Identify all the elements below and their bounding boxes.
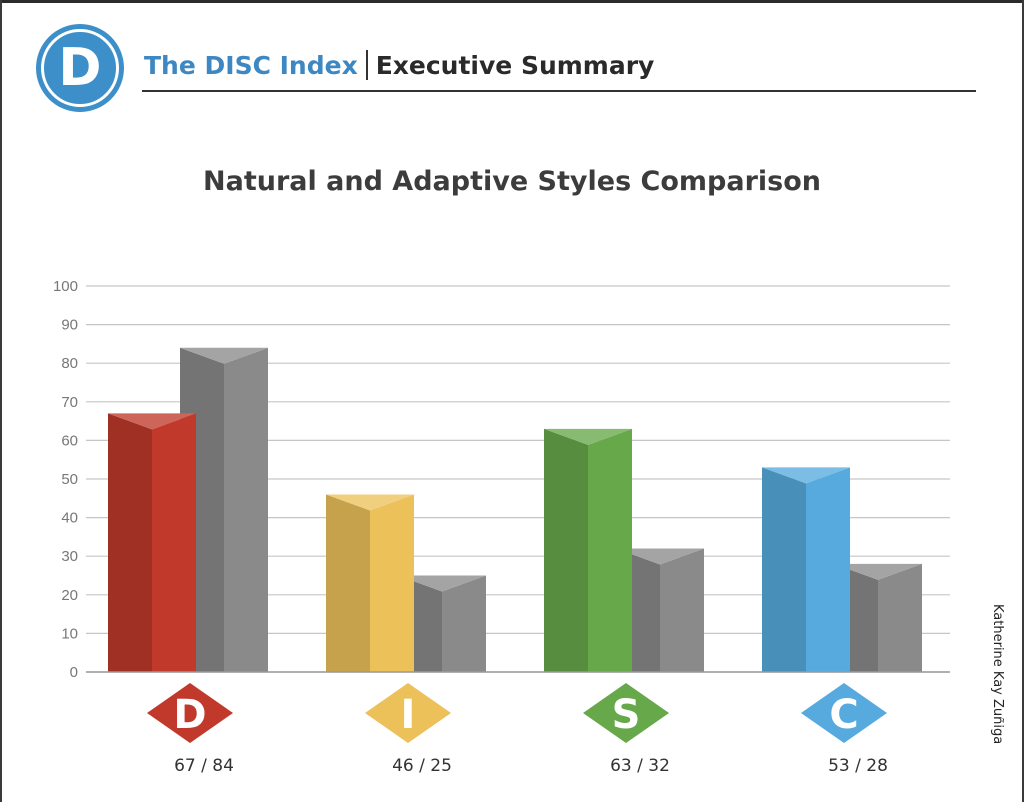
author-name: Katherine Kay Zuñiga xyxy=(990,604,1005,745)
bar-natural-D-top-face xyxy=(108,413,196,430)
value-label-S: 63 / 32 xyxy=(610,756,670,776)
bar-natural-I-left-face xyxy=(326,494,370,672)
bar-adaptive-D-right-face xyxy=(224,347,268,672)
bar-natural-D-right-face xyxy=(152,413,196,672)
bar-natural-S-top-face xyxy=(544,428,632,445)
y-tick-label: 10 xyxy=(61,625,78,642)
bar-adaptive-I-top-face xyxy=(398,575,486,592)
category-diamond-C xyxy=(801,683,887,743)
logo-letter: D xyxy=(58,38,102,98)
bar-adaptive-C-top-face xyxy=(834,563,922,580)
bar-natural-S-right-face xyxy=(588,428,632,672)
category-diamond-I xyxy=(365,683,451,743)
brand-title: The DISC Index xyxy=(144,51,358,80)
bar-adaptive-I-right-face xyxy=(442,575,486,672)
value-label-D: 67 / 84 xyxy=(174,756,234,776)
bar-natural-S-left-face xyxy=(544,428,588,672)
logo-ring xyxy=(41,29,119,107)
y-tick-label: 80 xyxy=(61,355,78,372)
bar-adaptive-S-right-face xyxy=(660,548,704,672)
value-label-C: 53 / 28 xyxy=(828,756,888,776)
bar-adaptive-S-top-face xyxy=(616,548,704,565)
header-separator xyxy=(365,50,368,80)
y-tick-label: 0 xyxy=(70,664,78,681)
bar-natural-C-right-face xyxy=(806,467,850,672)
bar-natural-C-left-face xyxy=(762,467,806,672)
bar-adaptive-D-top-face xyxy=(180,347,268,364)
chart-title: Natural and Adaptive Styles Comparison xyxy=(203,166,821,197)
top-border xyxy=(0,0,1024,3)
category-diamond-S xyxy=(583,683,669,743)
bar-natural-C-top-face xyxy=(762,467,850,484)
y-tick-label: 50 xyxy=(61,471,78,488)
right-border xyxy=(1022,0,1024,802)
category-letter-D: D xyxy=(173,692,206,738)
y-tick-label: 90 xyxy=(61,317,78,334)
bar-natural-I-right-face xyxy=(370,494,414,672)
y-tick-label: 30 xyxy=(61,548,78,565)
bar-natural-I-top-face xyxy=(326,494,414,511)
y-tick-label: 40 xyxy=(61,510,78,527)
y-tick-label: 100 xyxy=(53,278,78,295)
category-diamond-D xyxy=(147,683,233,743)
page-header: The DISC Index Executive Summary xyxy=(144,48,654,84)
left-border xyxy=(0,0,2,802)
section-title: Executive Summary xyxy=(375,51,655,80)
category-letter-S: S xyxy=(612,692,641,738)
y-tick-label: 60 xyxy=(61,432,78,449)
disc-logo: D xyxy=(36,24,124,112)
header-rule xyxy=(142,90,976,92)
bar-natural-D-left-face xyxy=(108,413,152,672)
y-tick-label: 20 xyxy=(61,587,78,604)
category-letter-I: I xyxy=(401,692,416,738)
y-tick-label: 70 xyxy=(61,394,78,411)
category-letter-C: C xyxy=(829,692,858,738)
bar-adaptive-C-right-face xyxy=(878,563,922,672)
value-label-I: 46 / 25 xyxy=(392,756,452,776)
